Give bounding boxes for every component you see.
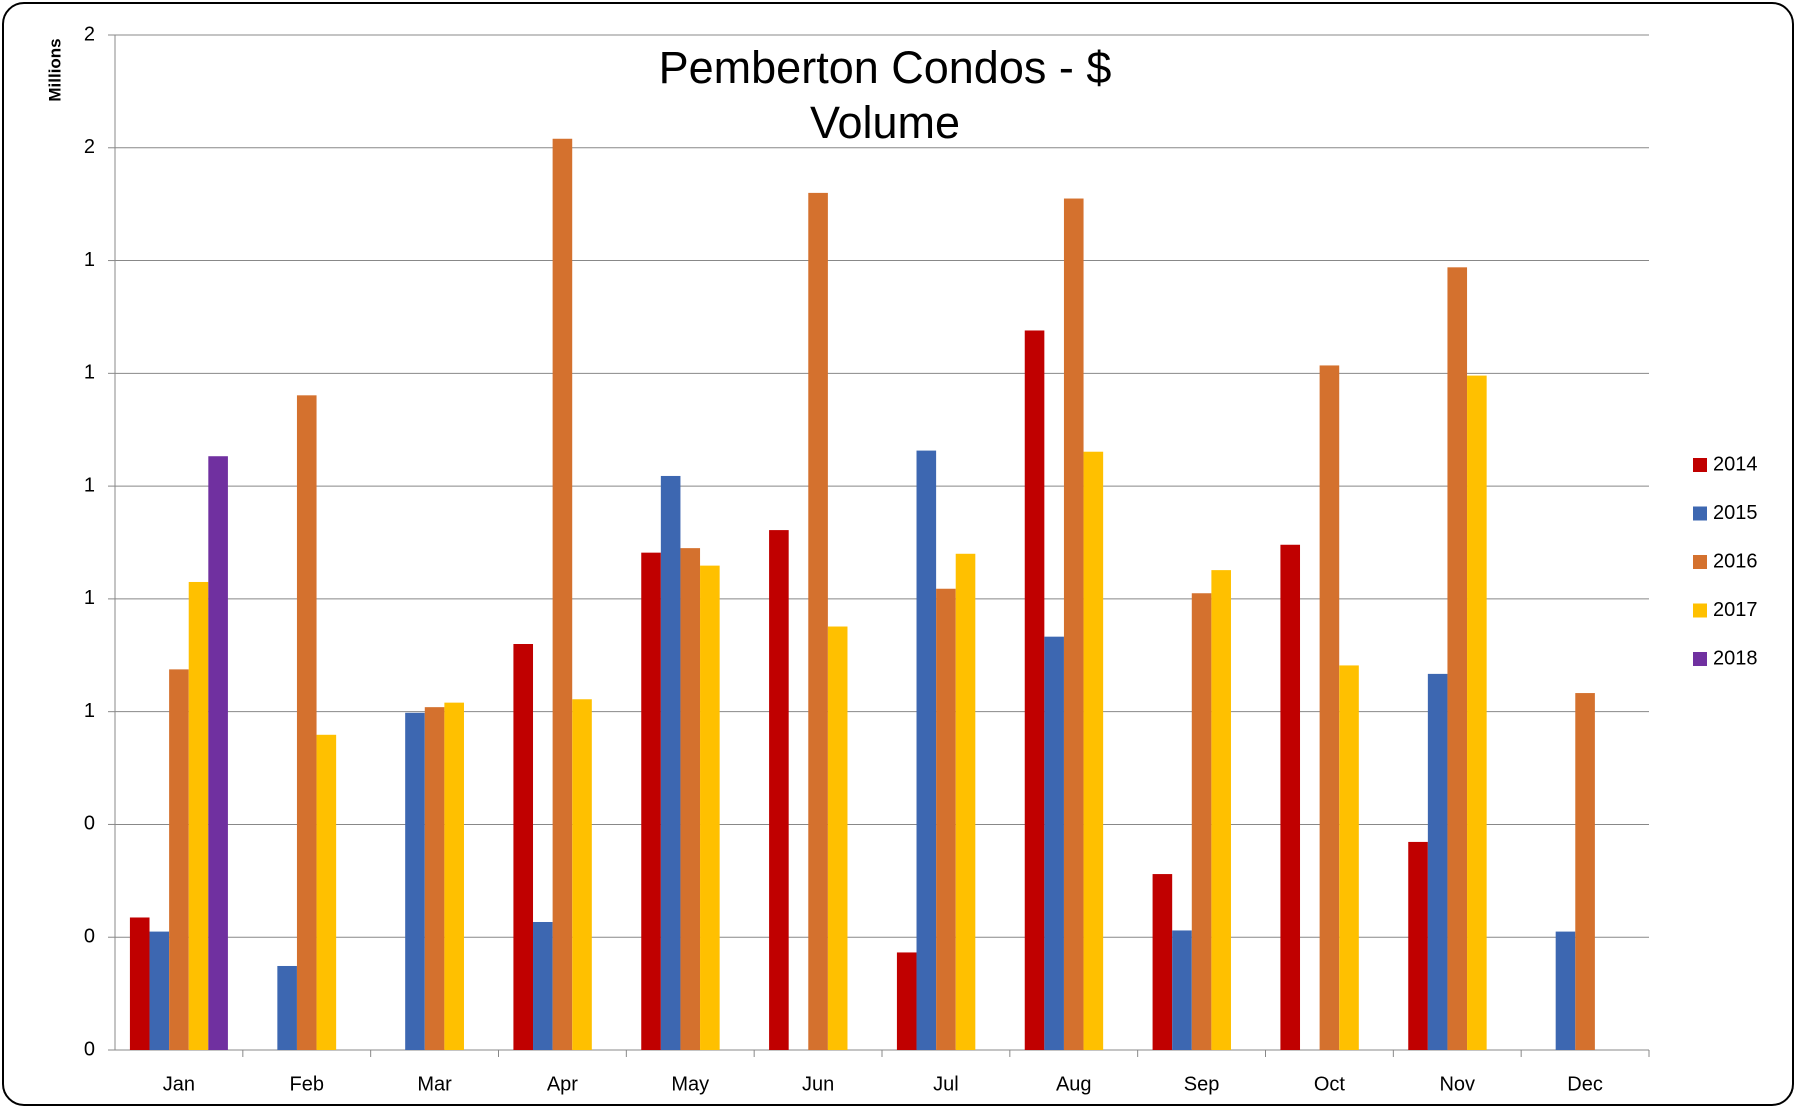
y-tick-label: 1: [84, 700, 95, 722]
bar: [1172, 930, 1192, 1050]
bar: [1427, 673, 1448, 1050]
legend-label: 2018: [1713, 647, 1758, 669]
y-tick-label: 1: [84, 474, 95, 496]
y-tick-label: 0: [84, 813, 95, 835]
bar: [700, 565, 720, 1050]
bar: [1280, 544, 1301, 1050]
y-tick-label: 1: [84, 587, 95, 609]
legend-label: 2014: [1713, 453, 1758, 475]
bar: [680, 548, 701, 1050]
x-tick-label: Jan: [163, 1073, 195, 1095]
bar: [149, 931, 170, 1050]
bar: [936, 588, 956, 1050]
bar: [1467, 375, 1487, 1051]
bar: [660, 475, 681, 1050]
bar: [444, 702, 464, 1050]
bar: [1044, 636, 1064, 1050]
bar: [1408, 841, 1428, 1050]
bar: [1191, 593, 1212, 1050]
bar: [208, 456, 228, 1051]
bar: [316, 734, 337, 1050]
bar: [808, 192, 828, 1050]
y-tick-label: 1: [84, 249, 95, 271]
x-tick-label: Aug: [1056, 1073, 1092, 1095]
bar: [1575, 693, 1595, 1050]
x-tick-label: Jul: [933, 1073, 959, 1095]
x-tick-label: Oct: [1314, 1073, 1346, 1095]
bar: [188, 581, 209, 1050]
y-tick-label: 2: [84, 136, 95, 158]
legend-swatch: [1693, 506, 1707, 521]
y-axis-label: Millions: [45, 38, 64, 101]
bar: [641, 552, 661, 1050]
bar: [405, 712, 425, 1050]
legend-label: 2017: [1713, 599, 1758, 621]
x-tick-label: May: [671, 1073, 709, 1095]
x-tick-label: Jun: [802, 1073, 834, 1095]
bar: [533, 921, 553, 1050]
bar: [1555, 931, 1576, 1050]
bar: [1083, 451, 1104, 1051]
bar: [424, 707, 445, 1050]
bar: [129, 917, 150, 1050]
x-tick-label: Apr: [547, 1073, 578, 1095]
bar: [1063, 198, 1084, 1050]
bar: [572, 699, 592, 1050]
legend-swatch: [1693, 603, 1707, 618]
y-tick-label: 0: [84, 1038, 95, 1060]
x-tick-label: Mar: [417, 1073, 452, 1095]
legend-swatch: [1693, 652, 1707, 666]
bar: [1024, 330, 1045, 1050]
x-tick-label: Dec: [1567, 1073, 1603, 1095]
bar: [769, 530, 789, 1050]
bar: [552, 138, 573, 1050]
bar: [1319, 365, 1340, 1050]
bar: [1152, 874, 1173, 1050]
bar: [827, 626, 848, 1050]
chart-title: Pemberton Condos - $ Volume: [658, 42, 1112, 148]
legend-label: 2016: [1713, 550, 1758, 572]
x-tick-label: Sep: [1184, 1073, 1220, 1095]
y-tick-label: 0: [84, 926, 95, 948]
y-tick-label: 2: [84, 23, 95, 45]
bar: [916, 450, 937, 1050]
bar: [277, 965, 297, 1050]
legend-swatch: [1693, 555, 1707, 569]
bar: [896, 952, 917, 1050]
bar: [1447, 267, 1468, 1050]
bar: [296, 395, 317, 1050]
x-tick-label: Feb: [290, 1073, 324, 1095]
legend-swatch: [1693, 458, 1707, 472]
x-tick-label: Nov: [1439, 1073, 1475, 1095]
legend-label: 2015: [1713, 502, 1758, 524]
bar: [1339, 665, 1359, 1050]
bar: [169, 669, 189, 1050]
bar: [955, 553, 976, 1050]
y-tick-label: 1: [84, 362, 95, 384]
bar: [513, 644, 534, 1050]
bar: [1211, 570, 1231, 1050]
